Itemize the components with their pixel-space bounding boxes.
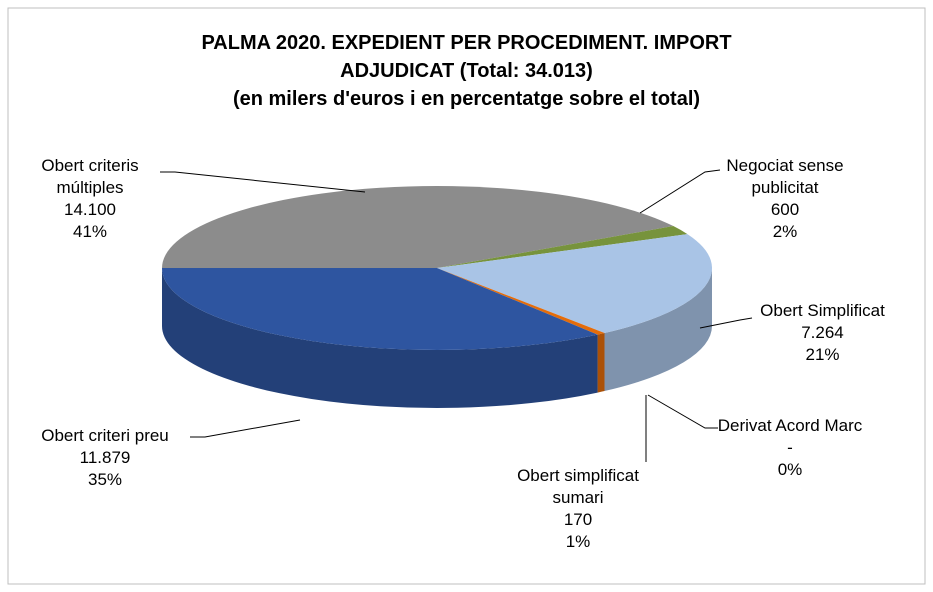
pie [162,185,713,408]
chart-title: PALMA 2020. EXPEDIENT PER PROCEDIMENT. I… [201,32,732,54]
leader-line [190,419,301,438]
chart-border [7,7,926,585]
category-label: Obert criteris múltiples [41,156,139,197]
value-label: 14.100 [64,200,116,219]
slice-side [597,333,605,393]
value-label: 1% [565,532,591,551]
chart-subtitle: (en milers d'euros i en percentatge sobr… [232,88,701,110]
slice [162,185,674,268]
chart-title: ADJUDICAT (Total: 34.013) [340,60,593,82]
leader-line [699,317,753,329]
value-label: 11.879 [79,448,131,467]
category-label: Obert simplificat sumari [517,466,639,507]
value-label: 170 [563,510,593,529]
value-label: 0% [777,460,803,479]
slice-label: Negociat sense publicitat 600 2% [700,155,870,243]
leader-line [160,171,366,193]
slice-label: Obert Simplificat 7.264 21% [735,300,910,366]
leader-line [639,169,721,214]
slice-label: Obert simplificat sumari 170 1% [493,465,663,553]
slice [437,268,605,335]
value-label: 2% [772,222,798,241]
slice [437,226,688,268]
slice-label: Obert criteris múltiples 14.100 41% [15,155,165,243]
category-label: Obert criteri preu [41,426,169,445]
value-label: - [787,438,793,457]
value-label: 7.264 [801,323,844,342]
slice [437,234,713,334]
value-label: 600 [770,200,800,219]
leader-lines [160,169,753,462]
slice-side [604,268,712,392]
slice-label: Derivat Acord Marc - 0% [715,415,865,481]
slice-label: Obert criteri preu 11.879 35% [10,425,200,491]
value-label: 41% [72,222,108,241]
slice [162,268,598,351]
category-label: Negociat sense publicitat [726,156,844,197]
value-label: 21% [805,345,840,364]
leader-line [647,394,718,429]
category-label: Obert Simplificat [760,301,885,320]
slice-side [162,268,598,408]
category-label: Derivat Acord Marc [717,416,863,435]
value-label: 35% [87,470,123,489]
